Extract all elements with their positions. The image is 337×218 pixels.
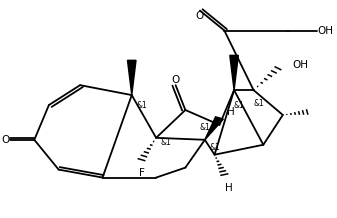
Text: O: O <box>172 75 180 85</box>
Polygon shape <box>127 60 136 95</box>
Text: F: F <box>139 168 145 178</box>
Text: H: H <box>225 182 233 192</box>
Text: OH: OH <box>317 26 333 36</box>
Text: &1: &1 <box>136 100 147 109</box>
Polygon shape <box>205 117 223 140</box>
Polygon shape <box>230 55 238 90</box>
Text: &1: &1 <box>200 123 210 132</box>
Text: &1: &1 <box>160 138 171 147</box>
Text: O: O <box>2 135 10 145</box>
Text: OH: OH <box>293 60 309 70</box>
Text: H: H <box>227 107 235 117</box>
Text: &1: &1 <box>234 100 244 109</box>
Text: O: O <box>196 11 204 21</box>
Text: &1: &1 <box>209 143 220 152</box>
Text: &1: &1 <box>253 99 264 107</box>
